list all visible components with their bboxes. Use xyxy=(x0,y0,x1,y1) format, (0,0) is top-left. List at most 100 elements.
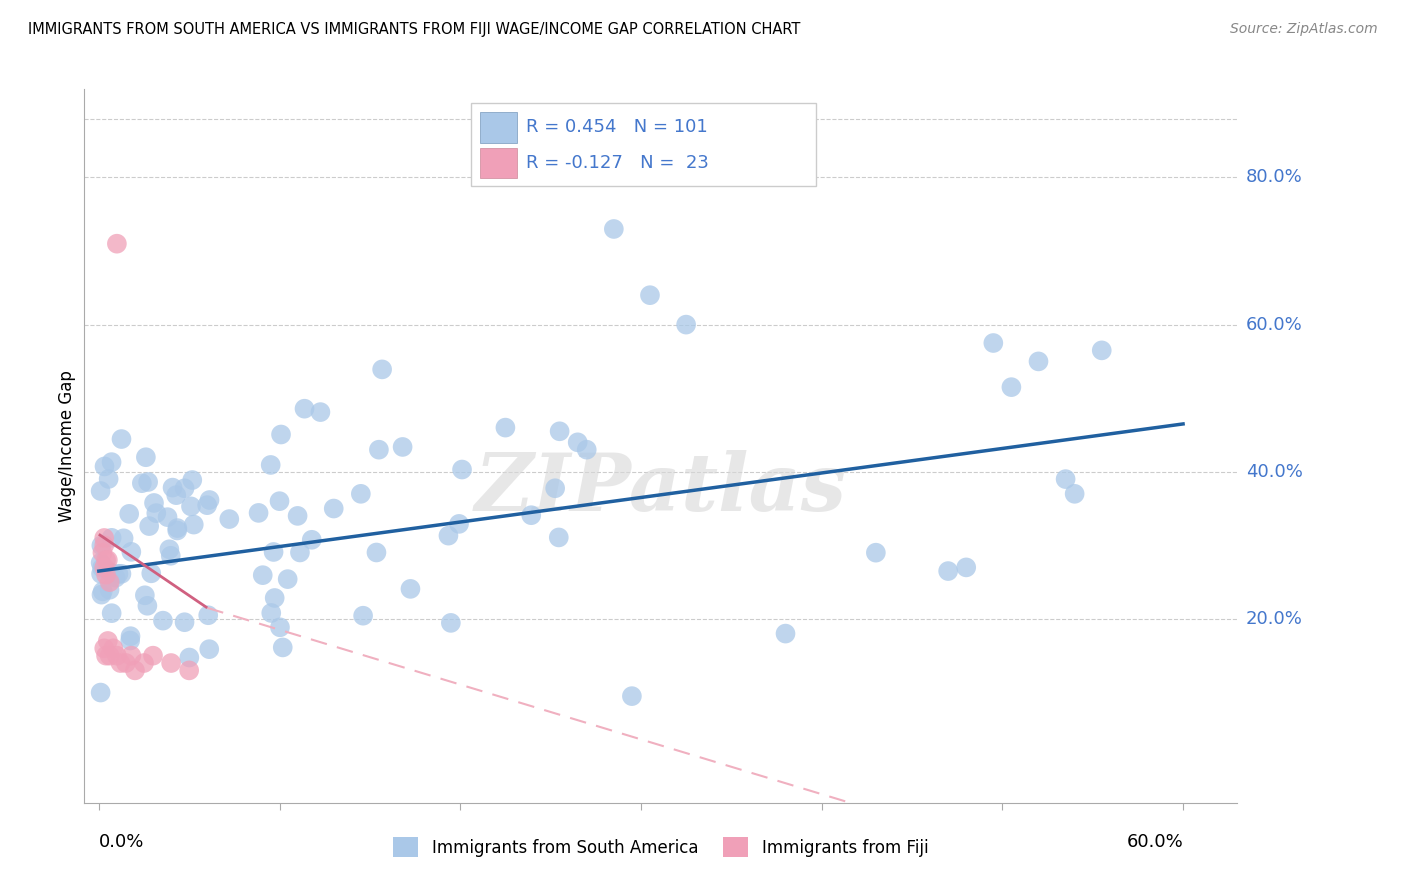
Text: Source: ZipAtlas.com: Source: ZipAtlas.com xyxy=(1230,22,1378,37)
Point xyxy=(93,641,115,656)
Point xyxy=(105,236,128,251)
Point xyxy=(173,481,195,495)
Point xyxy=(179,650,201,665)
Point xyxy=(180,500,202,514)
Legend: Immigrants from South America, Immigrants from Fiji: Immigrants from South America, Immigrant… xyxy=(385,829,936,866)
Point xyxy=(1054,472,1077,486)
Point xyxy=(1063,487,1085,501)
Point xyxy=(247,506,270,520)
Point xyxy=(287,508,309,523)
Point xyxy=(94,553,117,567)
Point xyxy=(270,427,292,442)
Text: 0.0%: 0.0% xyxy=(98,833,145,851)
Point xyxy=(145,506,167,520)
Point xyxy=(269,620,291,634)
Point xyxy=(94,648,117,663)
Point xyxy=(371,362,394,376)
Point xyxy=(197,608,219,623)
Text: 40.0%: 40.0% xyxy=(1246,463,1302,481)
Point xyxy=(90,556,112,570)
Point xyxy=(350,487,373,501)
Point xyxy=(391,440,413,454)
Point xyxy=(520,508,543,523)
Point xyxy=(93,531,115,545)
Point xyxy=(165,488,187,502)
Point xyxy=(98,648,121,663)
Point xyxy=(1000,380,1022,394)
Point xyxy=(322,501,344,516)
Point xyxy=(90,685,112,699)
Point xyxy=(263,591,285,605)
Text: 60.0%: 60.0% xyxy=(1246,316,1302,334)
Point xyxy=(112,531,135,545)
Point xyxy=(575,442,598,457)
Point xyxy=(603,222,626,236)
Point xyxy=(136,599,159,613)
FancyBboxPatch shape xyxy=(471,103,817,186)
Point xyxy=(544,481,567,495)
Point xyxy=(1028,354,1050,368)
Point xyxy=(252,568,274,582)
Point xyxy=(260,458,283,472)
Point xyxy=(156,510,179,524)
Point xyxy=(90,588,112,602)
Point xyxy=(94,567,117,582)
Point xyxy=(100,455,122,469)
Point xyxy=(567,435,589,450)
Point xyxy=(157,542,180,557)
Point xyxy=(97,553,120,567)
Point xyxy=(91,584,114,599)
Point xyxy=(638,288,661,302)
Point xyxy=(981,336,1004,351)
Text: IMMIGRANTS FROM SOUTH AMERICA VS IMMIGRANTS FROM FIJI WAGE/INCOME GAP CORRELATIO: IMMIGRANTS FROM SOUTH AMERICA VS IMMIGRA… xyxy=(28,22,800,37)
FancyBboxPatch shape xyxy=(479,148,517,178)
Point xyxy=(936,564,959,578)
Point xyxy=(152,614,174,628)
Point xyxy=(91,546,114,560)
Point xyxy=(138,519,160,533)
Point xyxy=(93,538,115,552)
Text: ZIPatlas: ZIPatlas xyxy=(475,450,846,527)
Point xyxy=(98,582,121,597)
Point xyxy=(132,656,155,670)
Point xyxy=(179,664,201,678)
Point xyxy=(118,507,141,521)
Point xyxy=(120,629,142,643)
Point xyxy=(352,608,374,623)
Point xyxy=(93,459,115,474)
Point xyxy=(263,545,285,559)
Point xyxy=(90,539,112,553)
Point xyxy=(105,648,128,663)
Point xyxy=(90,483,112,498)
Point xyxy=(494,420,516,434)
Point xyxy=(90,566,112,581)
Point xyxy=(124,664,146,678)
Point xyxy=(142,648,165,663)
Point xyxy=(269,494,291,508)
Point xyxy=(1091,343,1114,358)
Point xyxy=(166,524,188,538)
Point xyxy=(120,648,142,663)
Point xyxy=(277,572,299,586)
Point xyxy=(447,516,470,531)
Point xyxy=(115,656,138,670)
Text: R = -0.127   N =  23: R = -0.127 N = 23 xyxy=(526,153,709,171)
Text: R = 0.454   N = 101: R = 0.454 N = 101 xyxy=(526,118,707,136)
Point xyxy=(166,521,188,535)
Point xyxy=(955,560,977,574)
Point xyxy=(301,533,323,547)
Point xyxy=(120,545,142,559)
Point xyxy=(271,640,294,655)
Text: 20.0%: 20.0% xyxy=(1246,610,1302,628)
Point xyxy=(437,528,460,542)
Point xyxy=(100,531,122,545)
Point xyxy=(159,549,181,563)
Point xyxy=(135,450,157,465)
Point xyxy=(367,442,389,457)
Point xyxy=(173,615,195,630)
FancyBboxPatch shape xyxy=(479,112,517,143)
Point xyxy=(198,493,221,508)
Point xyxy=(131,476,153,491)
Point xyxy=(451,462,474,476)
Point xyxy=(309,405,332,419)
